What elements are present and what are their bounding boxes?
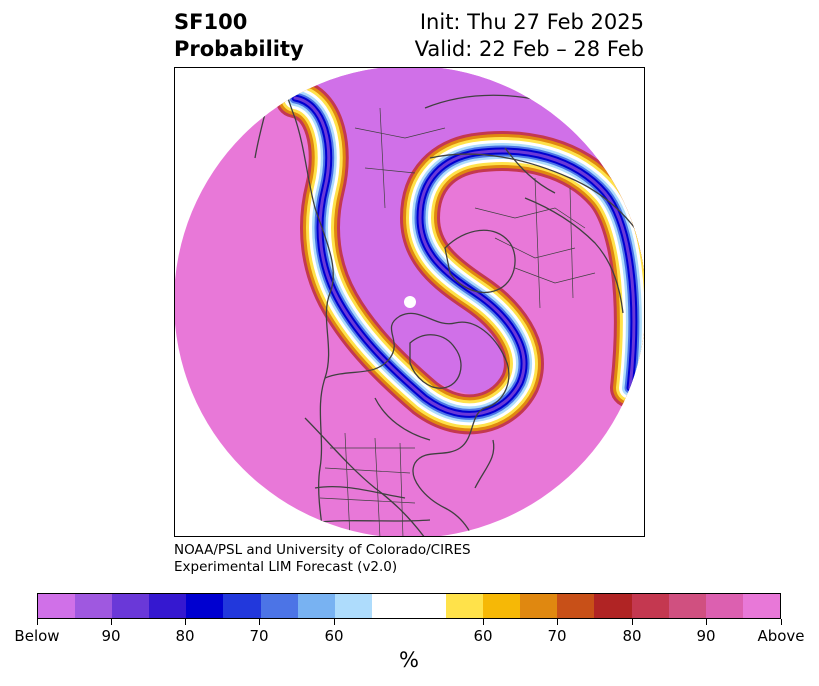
title-line-2: Probability <box>174 37 304 61</box>
colorbar-segment <box>297 594 335 618</box>
colorbar-segment <box>223 594 261 618</box>
colorbar-tick <box>37 619 38 625</box>
init-date: Init: Thu 27 Feb 2025 <box>419 10 644 34</box>
colorbar-tick-label: 60 <box>324 627 344 645</box>
colorbar-segment <box>594 594 632 618</box>
credit-line-2: Experimental LIM Forecast (v2.0) <box>174 559 398 575</box>
colorbar-segment <box>668 594 706 618</box>
valid-range: Valid: 22 Feb – 28 Feb <box>414 37 644 61</box>
colorbar-tick <box>483 619 484 625</box>
colorbar-tick-label: 90 <box>696 627 716 645</box>
below-region <box>275 68 644 396</box>
colorbar-tick <box>706 619 707 625</box>
colorbar-tick-label: 70 <box>547 627 567 645</box>
colorbar-tick-label: Below <box>14 627 60 645</box>
title-line-1: SF100 <box>174 10 248 34</box>
colorbar-tick-label: Above <box>757 627 805 645</box>
band-contour <box>293 96 636 416</box>
map-panel <box>174 67 645 537</box>
borders <box>319 107 596 536</box>
colorbar-segment <box>371 594 409 618</box>
colorbar-segment <box>446 594 484 618</box>
colorbar-tick-label: 90 <box>101 627 121 645</box>
colorbar-segment <box>186 594 224 618</box>
colorbar-tick-label: 70 <box>249 627 269 645</box>
colorbar-tick <box>781 619 782 625</box>
colorbar-segment <box>408 594 447 618</box>
colorbar-tick-label: 80 <box>175 627 195 645</box>
colorbar-segment <box>557 594 595 618</box>
transition-band <box>275 78 644 435</box>
colorbar-tick-label: 80 <box>622 627 642 645</box>
colorbar-segment <box>38 594 76 618</box>
colorbar-segment <box>631 594 669 618</box>
map-title: SF100 Probability <box>174 9 304 63</box>
colorbar-tick-label: 60 <box>473 627 493 645</box>
colorbar <box>37 593 781 619</box>
colorbar-tick <box>111 619 112 625</box>
credit-text: NOAA/PSL and University of Colorado/CIRE… <box>174 542 471 576</box>
colorbar-units: % <box>399 648 419 672</box>
colorbar-segment <box>112 594 150 618</box>
colorbar-tick <box>557 619 558 625</box>
colorbar-segment <box>483 594 521 618</box>
credit-line-1: NOAA/PSL and University of Colorado/CIRE… <box>174 542 471 558</box>
polar-map <box>175 68 644 536</box>
colorbar-segment <box>520 594 558 618</box>
colorbar-segment <box>260 594 298 618</box>
colorbar-segment <box>742 594 780 618</box>
probability-field <box>175 68 644 536</box>
colorbar-tick <box>334 619 335 625</box>
colorbar-tick <box>632 619 633 625</box>
colorbar-tick <box>259 619 260 625</box>
colorbar-tick <box>185 619 186 625</box>
pole-marker <box>404 296 416 308</box>
colorbar-segment <box>149 594 187 618</box>
colorbar-segment <box>334 594 372 618</box>
colorbar-segment <box>75 594 113 618</box>
forecast-dates: Init: Thu 27 Feb 2025 Valid: 22 Feb – 28… <box>415 9 644 63</box>
colorbar-segment <box>705 594 743 618</box>
